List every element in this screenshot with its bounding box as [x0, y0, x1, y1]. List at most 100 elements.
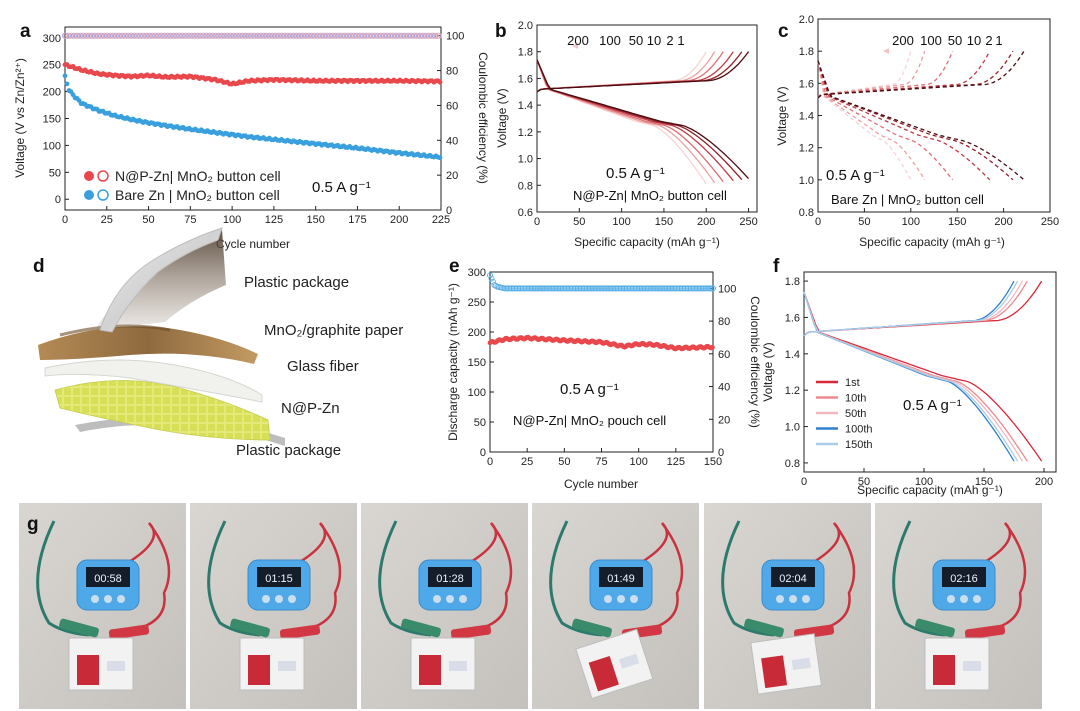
legend-a: N@P-Zn| MnO₂ button cell Bare Zn | MnO₂ …	[84, 168, 281, 203]
discharge-curve-f	[803, 291, 1015, 462]
y-tick-label: 1.6	[799, 78, 814, 90]
pouch-window	[791, 657, 811, 671]
charge-curve-c	[817, 50, 991, 99]
y-tick-label: 250	[43, 60, 61, 72]
rate-label-b: 1	[677, 33, 684, 48]
chart-marks-a	[62, 32, 443, 161]
y-tick-label: 1.6	[518, 73, 533, 85]
timer-button	[960, 595, 968, 603]
y-axis-label-a: Voltage (V vs Zn/Zn²⁺)	[13, 58, 27, 178]
x-axis-label-b: Specific capacity (mAh g⁻¹)	[574, 235, 720, 249]
x-tick-label: 100	[223, 214, 241, 226]
chart-marks-c	[817, 50, 1025, 181]
panel-f: f 0 50 100 150 200 0.8 1.0 1.2 1.4 1.6 1.8 1st 10th…	[761, 256, 1057, 497]
y-tick-label: 1.2	[799, 143, 814, 155]
charge-curve-f	[803, 280, 1019, 337]
y-tick-label: 50	[49, 167, 61, 179]
diagram-label-top-package: Plastic package	[244, 274, 349, 291]
x-tick-label: 75	[184, 214, 196, 226]
y-tick-label: 100	[468, 387, 486, 399]
timer-screen	[257, 567, 301, 587]
x-tick-label: 25	[101, 214, 113, 226]
rate-arrow-head-b	[572, 43, 578, 49]
red-clip	[964, 624, 1006, 640]
y-tick-label: 1.0	[518, 154, 533, 166]
rate-label-c: 200	[892, 33, 914, 48]
y-tick-label: 200	[43, 87, 61, 99]
timer-screen	[428, 567, 472, 587]
data-point-bare	[437, 155, 443, 161]
timer-readout: 00:58	[94, 573, 122, 585]
y-tick-label: 150	[468, 357, 486, 369]
y-tick-label: 1.6	[785, 312, 800, 324]
pouch-label	[588, 656, 619, 692]
discharge-curve-b	[536, 59, 749, 180]
charge-curve-b	[536, 51, 734, 93]
rate-label-b: 10	[647, 33, 661, 48]
green-wire	[207, 520, 261, 637]
y2-tick-label: 20	[446, 170, 458, 182]
data-point-bare	[62, 73, 68, 79]
panel-label-g: g	[27, 514, 39, 535]
timer-button	[789, 595, 797, 603]
ce-point-e	[710, 285, 716, 292]
discharge-curve-f	[803, 291, 1019, 462]
x-tick-label: 200	[390, 214, 408, 226]
glass-fiber-layer	[44, 359, 263, 403]
x-tick-label: 175	[348, 214, 366, 226]
plot-frame-f	[803, 271, 1057, 473]
pouch-cell	[239, 637, 305, 691]
panel-label-f: f	[773, 256, 780, 277]
y2-tick-label: 40	[718, 382, 730, 394]
timer-button	[446, 595, 454, 603]
rate-label-c: 1	[995, 33, 1002, 48]
rate-annotation-e: 0.5 A g⁻¹	[560, 381, 619, 398]
y-axis-label-b: Voltage (V)	[495, 88, 509, 147]
y-tick-label: 200	[468, 327, 486, 339]
pouch-window	[107, 661, 125, 671]
y-axis-label-f: Voltage (V)	[761, 342, 775, 401]
y2-tick-label: 40	[446, 135, 458, 147]
diagram-label-mno2: MnO₂/graphite paper	[264, 322, 403, 339]
legend-label-f: 100th	[845, 424, 873, 436]
pouch-window	[619, 653, 640, 669]
x-tick-label: 50	[573, 216, 585, 228]
x-tick-label: 150	[948, 216, 966, 228]
rate-label-c: 10	[967, 33, 981, 48]
timer-readout: 01:28	[436, 573, 464, 585]
caption-c: Bare Zn | MnO₂ button cell	[831, 192, 984, 207]
discharge-curve-c	[817, 60, 1014, 181]
y-tick-label: 300	[43, 33, 61, 45]
ce-point-nzn	[435, 32, 442, 39]
y-tick-label: 50	[474, 417, 486, 429]
y2-tick-label: 20	[718, 414, 730, 426]
green-clip	[744, 618, 784, 638]
y2-tick-label: 60	[718, 349, 730, 361]
red-clip	[450, 624, 492, 640]
photo-1: 00:58	[19, 503, 186, 709]
y-tick-label: 1.8	[518, 47, 533, 59]
timer-button	[433, 595, 441, 603]
y-axis-label-c: Voltage (V)	[775, 86, 789, 145]
timer-button	[604, 595, 612, 603]
y2-tick-label: 80	[718, 316, 730, 328]
rate-annotation-c: 0.5 A g⁻¹	[826, 167, 885, 184]
y-tick-label: 1.0	[799, 175, 814, 187]
x-tick-label: 0	[534, 216, 540, 228]
photo-6: 02:16	[875, 503, 1042, 709]
red-wire	[793, 522, 856, 633]
discharge-curve-f	[803, 291, 1023, 462]
x-tick-label: 50	[142, 214, 154, 226]
y-tick-label: 0.8	[799, 207, 814, 219]
timer-button	[117, 595, 125, 603]
bottom-plastic-sheet	[75, 417, 285, 446]
panel-label-e: e	[449, 256, 460, 277]
discharge-curve-b	[536, 59, 724, 183]
ce-point-e	[487, 272, 493, 279]
diagram-label-glass-fiber: Glass fiber	[287, 358, 359, 375]
pouch-label	[77, 655, 99, 685]
panel-d: d Plastic package MnO₂/graphite paper Gl…	[33, 227, 403, 459]
x-tick-label: 200	[697, 216, 715, 228]
